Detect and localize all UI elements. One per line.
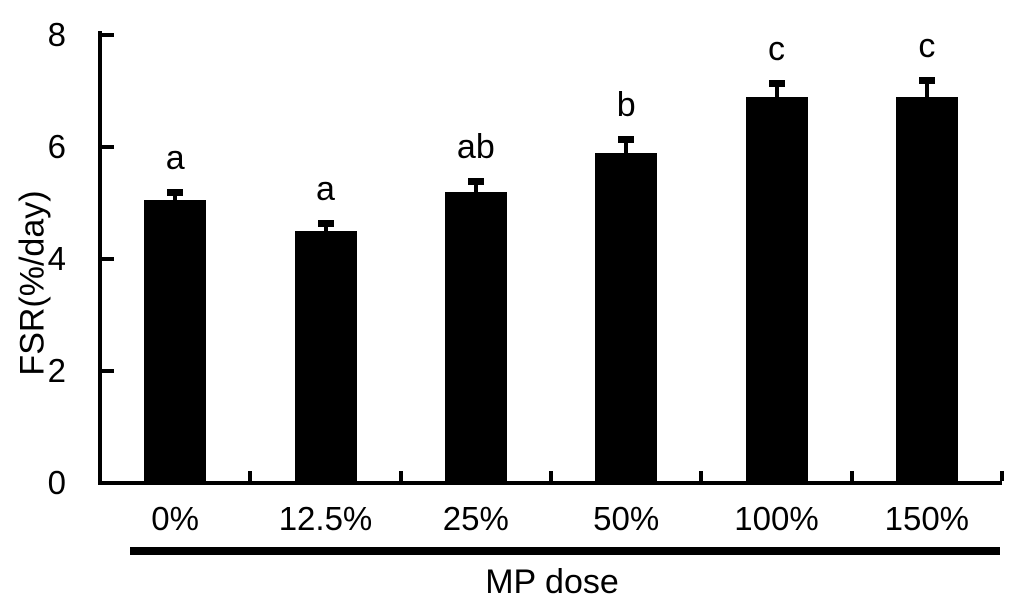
error-bar: [924, 79, 929, 97]
error-bar-cap: [618, 135, 635, 143]
error-bar: [774, 82, 779, 97]
significance-letter: a: [316, 169, 335, 208]
y-tick-label: 6: [47, 128, 66, 165]
x-axis-tick: [549, 471, 553, 481]
x-axis-tick: [248, 471, 253, 481]
y-axis-tick: [102, 369, 114, 373]
x-axis-tick: [849, 471, 854, 481]
bar: [745, 96, 808, 483]
error-bar: [173, 191, 178, 201]
error-bar: [323, 222, 328, 231]
x-axis-group-line: [130, 547, 1000, 555]
x-category-label: 150%: [884, 500, 970, 537]
significance-letter: ab: [456, 127, 495, 166]
x-axis-title: MP dose: [485, 563, 619, 601]
significance-letter: b: [616, 85, 636, 124]
x-axis-tick: [699, 471, 704, 481]
x-axis-line: [98, 481, 1002, 485]
error-bar: [624, 138, 629, 153]
y-axis-title: FSR(%/day): [13, 190, 52, 376]
significance-letter: a: [165, 138, 185, 177]
x-category-label: 12.5%: [278, 500, 373, 537]
y-axis-tick: [102, 257, 114, 261]
error-bar: [473, 180, 478, 192]
y-tick-label: 8: [47, 16, 66, 53]
bar: [444, 191, 507, 483]
y-tick-label: 0: [47, 464, 66, 501]
bar: [294, 231, 357, 483]
x-axis-tick: [1000, 471, 1004, 481]
bar: [595, 152, 658, 483]
x-category-label: 25%: [442, 500, 509, 537]
x-category-label: 100%: [734, 500, 819, 537]
y-axis-line: [98, 31, 102, 485]
y-axis-tick: [102, 145, 114, 149]
significance-letter: c: [918, 26, 936, 65]
y-axis-tick: [102, 33, 114, 37]
x-axis-tick: [398, 471, 403, 481]
error-bar-cap: [317, 219, 334, 227]
error-bar-cap: [768, 79, 785, 87]
x-category-label: 50%: [593, 500, 660, 537]
bar: [144, 200, 207, 483]
error-bar-cap: [167, 188, 184, 196]
x-category-label: 0%: [151, 500, 199, 537]
error-bar-cap: [467, 177, 484, 185]
error-bar-cap: [918, 76, 935, 84]
bar: [895, 96, 958, 483]
significance-letter: c: [768, 29, 785, 68]
y-tick-label: 2: [47, 352, 66, 389]
y-tick-label: 4: [47, 240, 66, 277]
